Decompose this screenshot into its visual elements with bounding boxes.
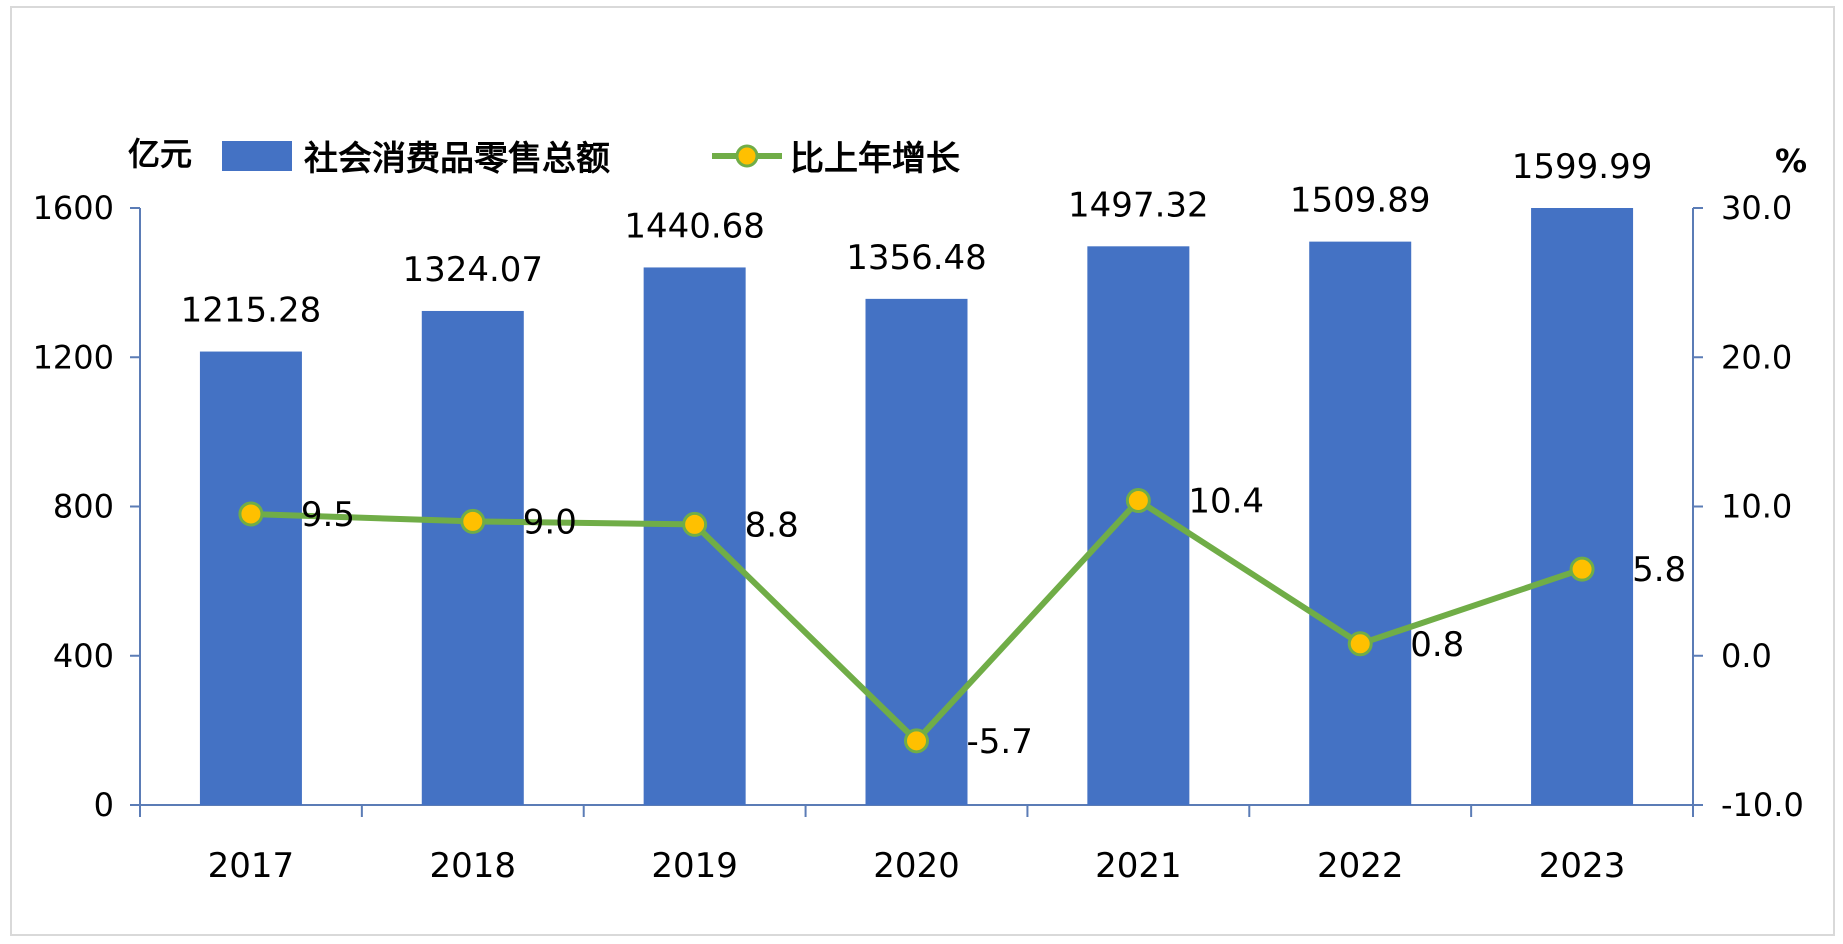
bar-data-label: 1509.89 [1290,181,1431,221]
left-tick-label: 1200 [33,338,114,376]
line-point [904,728,929,754]
right-tick-label: 20.0 [1721,338,1792,376]
x-tick-label: 2018 [430,846,517,886]
left-tick-label: 400 [53,637,114,675]
bar-data-label: 1215.28 [181,291,322,331]
left-axis-title: 亿元 [128,135,192,173]
legend-bar-label: 社会消费品零售总额 [304,139,610,179]
line-data-label: 8.8 [745,505,799,545]
x-tick-label: 2021 [1095,846,1182,886]
line-point [460,508,486,534]
right-axis-title: % [1775,142,1807,180]
right-axis-ticks: -10.0 0.0 10.0 20.0 30.0 [1693,189,1804,824]
left-axis-ticks: 0 400 800 1200 1600 [33,189,140,824]
line-data-labels: 9.5 9.0 8.8 -5.7 10.4 0.8 5.8 [301,482,1686,762]
right-tick-label: 10.0 [1721,488,1792,526]
line-series [238,488,1595,754]
line-point [1569,556,1595,582]
bar-data-label: 1356.48 [846,238,987,278]
line-data-label: 10.4 [1188,482,1264,522]
line-data-label: 5.8 [1632,550,1686,590]
bar-data-label: 1599.99 [1512,147,1653,187]
x-tick-label: 2019 [651,846,738,886]
legend-line-marker [735,144,759,168]
legend-bar-swatch [222,141,292,171]
left-tick-label: 1600 [33,189,114,227]
bar [1531,208,1634,806]
x-axis-ticks: 2017 2018 2019 2020 2021 2022 2023 [139,805,1694,886]
right-tick-label: -10.0 [1721,786,1804,824]
bar [865,298,968,805]
bar-series [199,208,1634,806]
bar-data-label: 1324.07 [402,250,543,290]
x-tick-label: 2022 [1317,846,1404,886]
right-tick-label: 0.0 [1721,637,1772,675]
bar [199,351,302,805]
line-point [682,511,708,537]
line-data-label: 0.8 [1410,625,1464,665]
line-point [1125,488,1151,514]
legend-line-label: 比上年增长 [790,139,960,179]
line-point [238,501,264,527]
bar [421,310,524,805]
right-tick-label: 30.0 [1721,189,1792,227]
line-data-label: -5.7 [967,722,1033,762]
line-data-label: 9.5 [301,495,355,535]
bar-data-label: 1497.32 [1068,185,1209,225]
x-tick-label: 2023 [1539,846,1626,886]
bar [1309,241,1412,805]
line-point [1347,631,1373,657]
legend: 社会消费品零售总额 比上年增长 [222,139,960,179]
bar-data-labels: 1215.28 1324.07 1440.68 1356.48 1497.32 1509.… [181,147,1653,331]
left-tick-label: 0 [94,786,114,824]
x-tick-label: 2017 [208,846,295,886]
left-tick-label: 800 [53,488,114,526]
x-tick-label: 2020 [873,846,960,886]
bar-data-label: 1440.68 [624,206,765,246]
line-data-label: 9.0 [523,502,577,542]
